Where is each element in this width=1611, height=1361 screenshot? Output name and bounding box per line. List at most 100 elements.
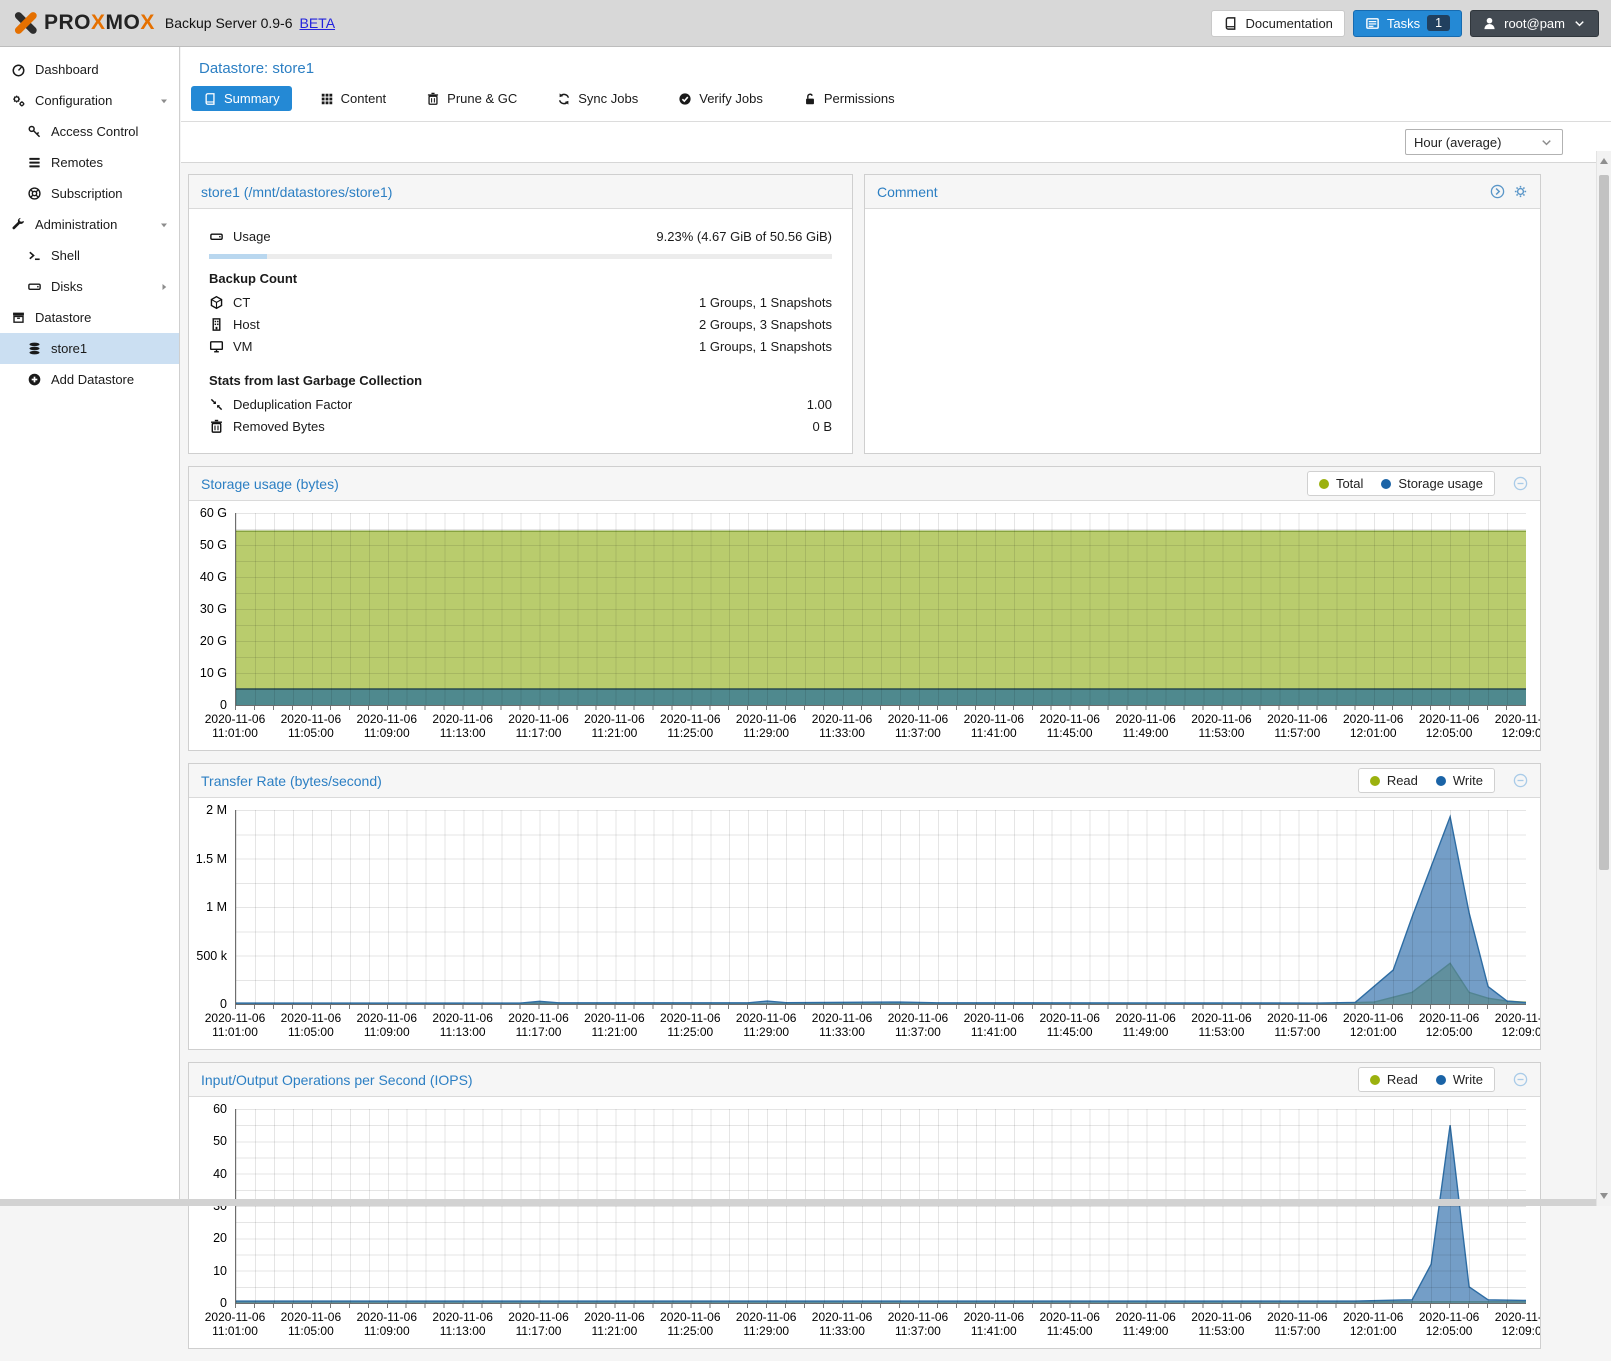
collapse-icon[interactable] <box>1513 1072 1528 1087</box>
usage-value: 9.23% (4.67 GiB of 50.56 GiB) <box>656 229 832 244</box>
row-label: Deduplication Factor <box>233 397 352 412</box>
backup-count-row-ct: CT 1 Groups, 1 Snapshots <box>209 291 832 313</box>
tab-prune-gc[interactable]: Prune & GC <box>414 86 529 111</box>
product-version: Backup Server 0.9-6 <box>165 15 293 31</box>
scroll-up-arrow[interactable] <box>1597 153 1611 169</box>
gauge-icon <box>11 62 26 77</box>
sidebar-item-subscription[interactable]: Subscription <box>0 178 179 209</box>
row-label: VM <box>233 339 253 354</box>
x-axis-date: 2020-11-06 <box>876 1310 960 1324</box>
x-axis-time: 11:01:00 <box>193 726 277 740</box>
tab-verify-jobs[interactable]: Verify Jobs <box>666 86 775 111</box>
scrollbar-thumb[interactable] <box>1599 175 1609 870</box>
page-title: Datastore: store1 <box>181 47 1611 86</box>
x-axis-date: 2020-11-06 <box>724 1011 808 1025</box>
x-axis-date: 2020-11-06 <box>421 712 505 726</box>
x-axis-date: 2020-11-06 <box>1179 712 1263 726</box>
x-axis-date: 2020-11-06 <box>421 1011 505 1025</box>
gear-icon[interactable] <box>1513 184 1528 199</box>
x-axis-date: 2020-11-06 <box>1331 712 1415 726</box>
tab-content[interactable]: Content <box>308 86 399 111</box>
sidebar-item-dashboard[interactable]: Dashboard <box>0 54 179 85</box>
x-axis-date: 2020-11-06 <box>1179 1011 1263 1025</box>
tab-permissions[interactable]: Permissions <box>791 86 907 111</box>
expand-icon[interactable] <box>1490 184 1505 199</box>
sidebar-item-label: store1 <box>51 341 87 356</box>
x-axis-time: 12:05:00 <box>1407 1324 1491 1338</box>
x-axis-date: 2020-11-06 <box>1483 712 1540 726</box>
x-axis-time: 11:57:00 <box>1255 726 1339 740</box>
x-axis-time: 12:05:00 <box>1407 726 1491 740</box>
tasks-count-badge: 1 <box>1427 15 1450 31</box>
x-axis-time: 12:05:00 <box>1407 1025 1491 1039</box>
user-menu-button[interactable]: root@pam <box>1470 10 1599 37</box>
shield-check-icon <box>678 92 692 106</box>
tasks-button[interactable]: Tasks 1 <box>1353 10 1462 37</box>
proxmox-x-icon <box>12 10 38 36</box>
x-axis-time: 11:57:00 <box>1255 1324 1339 1338</box>
y-axis-label: 60 G <box>189 506 227 520</box>
legend-label: Write <box>1453 1072 1483 1087</box>
datastore-panel-title: store1 (/mnt/datastores/store1) <box>201 184 392 200</box>
sidebar-item-add-datastore[interactable]: Add Datastore <box>0 364 179 395</box>
comment-panel-title: Comment <box>877 184 938 200</box>
archive-icon <box>11 310 26 325</box>
tab-sync-jobs[interactable]: Sync Jobs <box>545 86 650 111</box>
x-axis-time: 11:49:00 <box>1104 1025 1188 1039</box>
y-axis-label: 10 <box>189 1264 227 1278</box>
x-axis-date: 2020-11-06 <box>1407 1310 1491 1324</box>
x-axis-time: 11:01:00 <box>193 1324 277 1338</box>
y-axis-label: 0 <box>189 1296 227 1310</box>
x-axis-time: 11:13:00 <box>421 726 505 740</box>
x-axis-date: 2020-11-06 <box>952 1011 1036 1025</box>
x-axis-time: 11:21:00 <box>572 1025 656 1039</box>
x-axis-time: 11:37:00 <box>876 726 960 740</box>
collapse-icon[interactable] <box>1513 476 1528 491</box>
x-axis-date: 2020-11-06 <box>269 1310 353 1324</box>
sidebar-item-datastore[interactable]: Datastore <box>0 302 179 333</box>
tab-summary[interactable]: Summary <box>191 86 292 111</box>
sidebar-item-disks[interactable]: Disks <box>0 271 179 302</box>
x-axis-time: 11:41:00 <box>952 726 1036 740</box>
x-axis-date: 2020-11-06 <box>1028 712 1112 726</box>
x-axis-date: 2020-11-06 <box>648 712 732 726</box>
y-axis-label: 60 <box>189 1102 227 1116</box>
compress-arrows-icon <box>209 397 224 412</box>
sidebar-item-remotes[interactable]: Remotes <box>0 147 179 178</box>
sidebar-item-administration[interactable]: Administration <box>0 209 179 240</box>
sidebar-item-label: Subscription <box>51 186 123 201</box>
x-axis-date: 2020-11-06 <box>952 1310 1036 1324</box>
time-range-select[interactable]: Hour (average) <box>1405 129 1563 155</box>
sidebar-item-store1[interactable]: store1 <box>0 333 179 364</box>
tab-label: Sync Jobs <box>578 91 638 106</box>
chart-plot-area <box>235 1109 1526 1304</box>
documentation-button[interactable]: Documentation <box>1211 10 1344 37</box>
sidebar-item-label: Datastore <box>35 310 91 325</box>
sidebar-item-shell[interactable]: Shell <box>0 240 179 271</box>
x-axis-date: 2020-11-06 <box>497 712 581 726</box>
x-axis-time: 12:09:00 <box>1483 726 1540 740</box>
usage-label: Usage <box>233 229 271 244</box>
sidebar-item-access-control[interactable]: Access Control <box>0 116 179 147</box>
sidebar-item-configuration[interactable]: Configuration <box>0 85 179 116</box>
x-axis-date: 2020-11-06 <box>193 1310 277 1324</box>
beta-link[interactable]: BETA <box>300 15 336 31</box>
scroll-down-arrow[interactable] <box>1597 1188 1611 1204</box>
collapse-icon[interactable] <box>1513 773 1528 788</box>
tab-strip: Summary Content Prune & GC Sync Jobs Verify … <box>181 86 1611 122</box>
